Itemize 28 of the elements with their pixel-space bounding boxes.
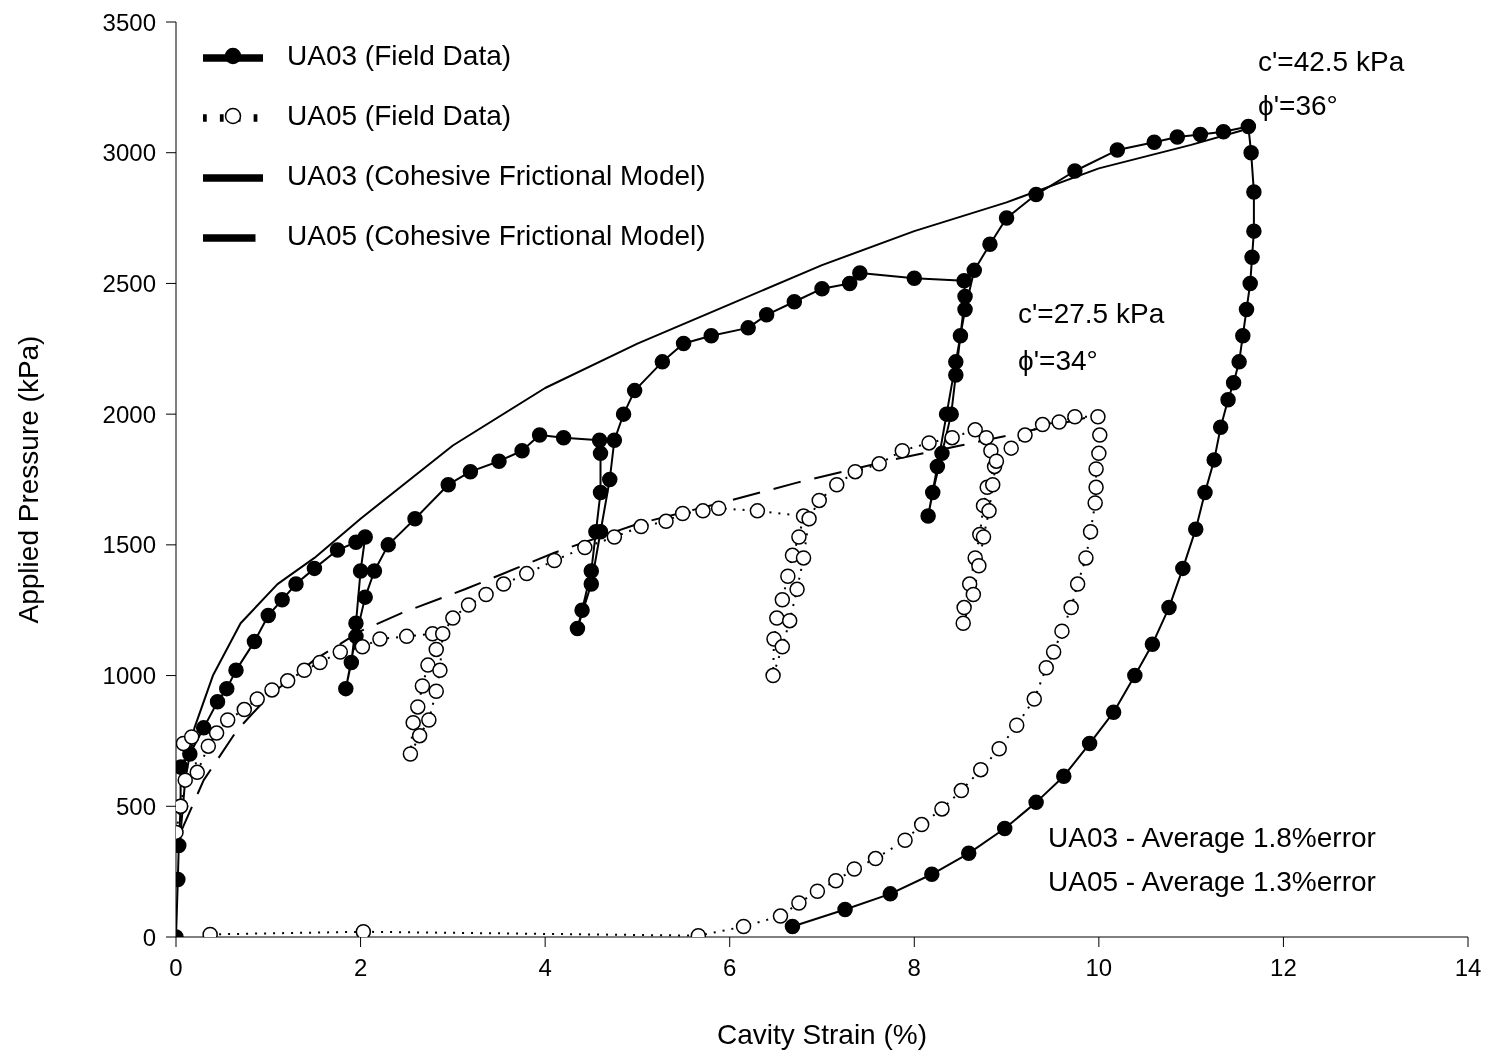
- annotation: c'=42.5 kPa: [1258, 46, 1405, 78]
- x-tick-label: 0: [169, 954, 183, 982]
- x-tick-label: 14: [1454, 954, 1482, 982]
- x-tick-label: 8: [907, 954, 921, 982]
- annotation: c'=27.5 kPa: [1018, 298, 1165, 330]
- y-tick-label: 3000: [102, 139, 156, 167]
- legend-label: UA03 (Field Data): [287, 40, 512, 72]
- y-axis-title: Applied Pressure (kPa): [12, 335, 44, 624]
- y-tick-label: 2500: [102, 269, 156, 297]
- y-tick-label: 0: [142, 923, 156, 951]
- legend-label: UA03 (Cohesive Frictional Model): [287, 160, 706, 192]
- annotation: UA03 - Average 1.8%error: [1048, 821, 1376, 855]
- x-tick-label: 6: [723, 954, 737, 982]
- x-tick-label: 12: [1270, 954, 1297, 982]
- legend-label: UA05 (Cohesive Frictional Model): [287, 220, 706, 252]
- y-tick-label: 3500: [102, 8, 156, 36]
- y-tick-label: 1500: [102, 531, 156, 559]
- annotation: ϕ'=34°: [1018, 345, 1098, 377]
- legend-label: UA05 (Field Data): [287, 100, 512, 132]
- y-tick-label: 1000: [102, 662, 156, 690]
- x-tick-label: 2: [353, 954, 368, 982]
- y-tick-label: 2000: [102, 400, 156, 428]
- x-tick-label: 4: [538, 954, 552, 982]
- x-axis-title: Cavity Strain (%): [716, 1019, 928, 1050]
- y-tick-label: 500: [115, 792, 156, 820]
- annotation: UA05 - Average 1.3%error: [1048, 865, 1376, 899]
- annotation: ϕ'=36°: [1258, 90, 1338, 122]
- x-tick-label: 10: [1085, 954, 1113, 982]
